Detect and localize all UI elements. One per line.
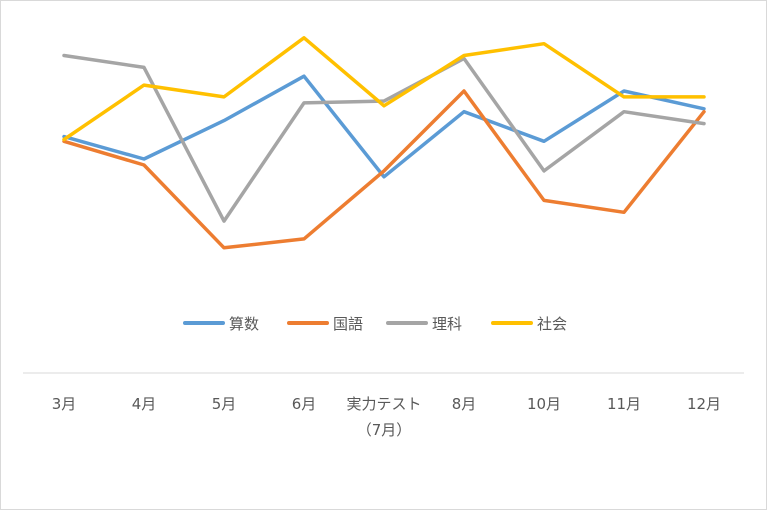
x-tick-label-4-line-1: （7月） [357, 421, 412, 439]
x-tick-label-0: 3月 [52, 395, 77, 413]
x-tick-label-5: 8月 [452, 395, 477, 413]
series-line-1 [62, 89, 706, 250]
legend-label-3: 社会 [537, 315, 567, 333]
legend: 算数 国語 理科 社会 [183, 315, 567, 333]
legend-label-2: 理科 [432, 315, 462, 333]
series-line-2 [62, 53, 706, 223]
x-tick-label-6: 10月 [527, 395, 561, 413]
x-tick-label-7: 11月 [607, 395, 641, 413]
legend-label-1: 国語 [333, 315, 363, 333]
legend-label-0: 算数 [229, 315, 259, 333]
x-tick-label-3: 6月 [292, 395, 317, 413]
series-line-0 [62, 74, 706, 179]
x-axis-ticks: 3月 4月 5月 6月 実力テスト （7月） 8月 10月 11月 12月 [52, 395, 721, 439]
plot-area [62, 36, 706, 250]
x-tick-label-1: 4月 [132, 395, 157, 413]
x-tick-label-4: 実力テスト [346, 395, 421, 413]
series-line-3 [62, 36, 706, 142]
x-tick-label-8: 12月 [687, 395, 721, 413]
x-tick-label-2: 5月 [212, 395, 237, 413]
